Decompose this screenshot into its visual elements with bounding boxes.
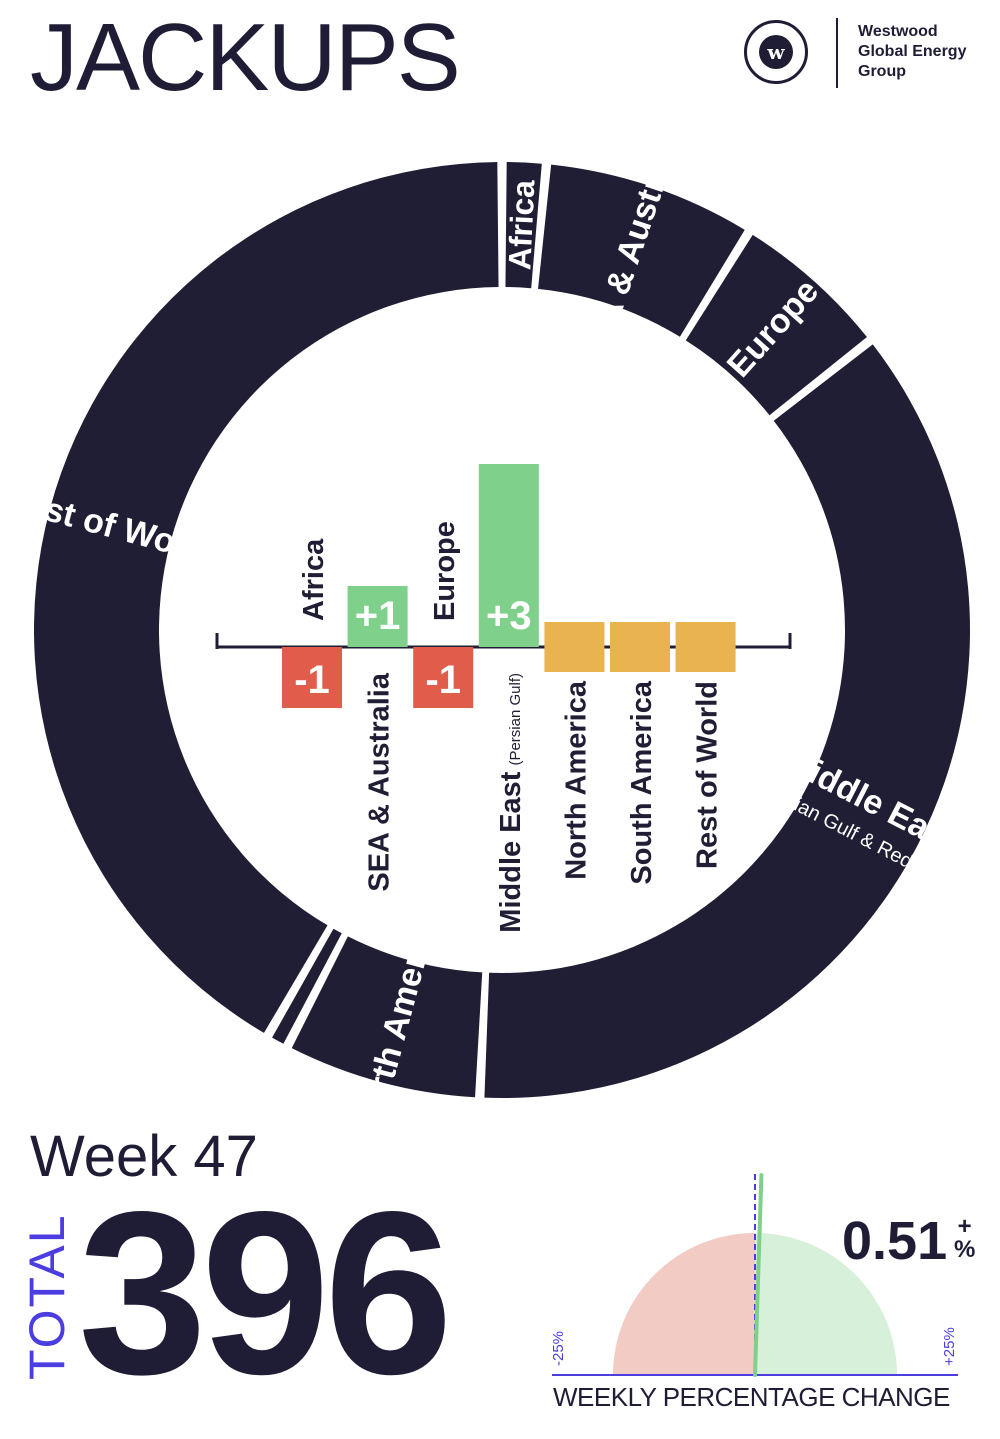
donut-slice-north-america [291, 936, 483, 1098]
jackups-chart: Africa SEA & Australia Europe Middle East(P… [33, 162, 971, 1098]
weekly-change-gauge [552, 1173, 958, 1377]
gauge-sign-symbol: + [957, 1213, 972, 1240]
bar-middle-east [478, 464, 539, 647]
bar-value-label-sea-and-australia: +1 [355, 594, 401, 638]
logo-mark-icon: w [744, 20, 808, 84]
bar-category-label-north-america: North America [560, 680, 592, 880]
logo-divider [836, 18, 838, 88]
gauge-needle [753, 1173, 764, 1377]
bar-europe [413, 647, 474, 708]
page-title: JACKUPS [30, 4, 461, 111]
bar-category-label-south-america: South America [626, 680, 658, 884]
donut-slice-middle-east [484, 344, 971, 1098]
westwood-logo: w Westwood Global Energy Group [744, 14, 984, 94]
bar-sea-and-australia [347, 586, 408, 647]
bar-category-label-rest-of-world: Rest of World [692, 681, 724, 869]
bar-value-label-africa: -1 [294, 658, 330, 702]
gauge-value: 0.51 [842, 1211, 948, 1271]
gauge-min-label: -25% [550, 1330, 567, 1366]
bar-category-sublabel: (Persian Gulf) [507, 673, 524, 766]
bar-category-label-africa: Africa [298, 538, 330, 621]
bar-value-label-middle-east: +3 [486, 594, 532, 638]
donut-slice-africa [505, 162, 542, 289]
logo-name-line: Group [858, 63, 906, 80]
bar-category-label-sea-and-australia: SEA & Australia [364, 672, 396, 892]
gauge-negative-half [613, 1233, 755, 1375]
donut-slice-rest-of-world [33, 162, 499, 1033]
bar-south-america [610, 622, 670, 672]
bar-value-label-europe: -1 [425, 658, 461, 702]
donut-slice-europe [685, 234, 867, 416]
logo-name: Westwood Global Energy Group [858, 22, 988, 82]
gauge-caption: WEEKLY PERCENTAGE CHANGE [553, 1382, 950, 1412]
logo-name-line: Global Energy [858, 43, 967, 60]
donut-slice-sea-and-australia [538, 164, 745, 337]
week-label: Week 47 [30, 1124, 258, 1189]
gauge-unit: % [954, 1235, 976, 1263]
bar-category-label-middle-east: Middle East(Persian Gulf) [495, 673, 527, 933]
donut-slice-south-america [272, 928, 342, 1044]
gauge-sign: + % [954, 1213, 976, 1263]
total-label: TOTAL [19, 1213, 75, 1380]
gauge-max-label: +25% [941, 1327, 958, 1366]
bar-north-america [544, 622, 605, 672]
logo-name-line: Westwood [858, 23, 938, 40]
donut-label-africa: Africa [501, 179, 541, 271]
bar-africa [282, 647, 342, 708]
bar-rest-of-world [675, 622, 736, 672]
gauge-positive-half [755, 1233, 897, 1375]
logo-monogram: w [759, 35, 793, 69]
bar-category-label-europe: Europe [429, 521, 461, 621]
total-value: 396 [78, 1164, 453, 1423]
